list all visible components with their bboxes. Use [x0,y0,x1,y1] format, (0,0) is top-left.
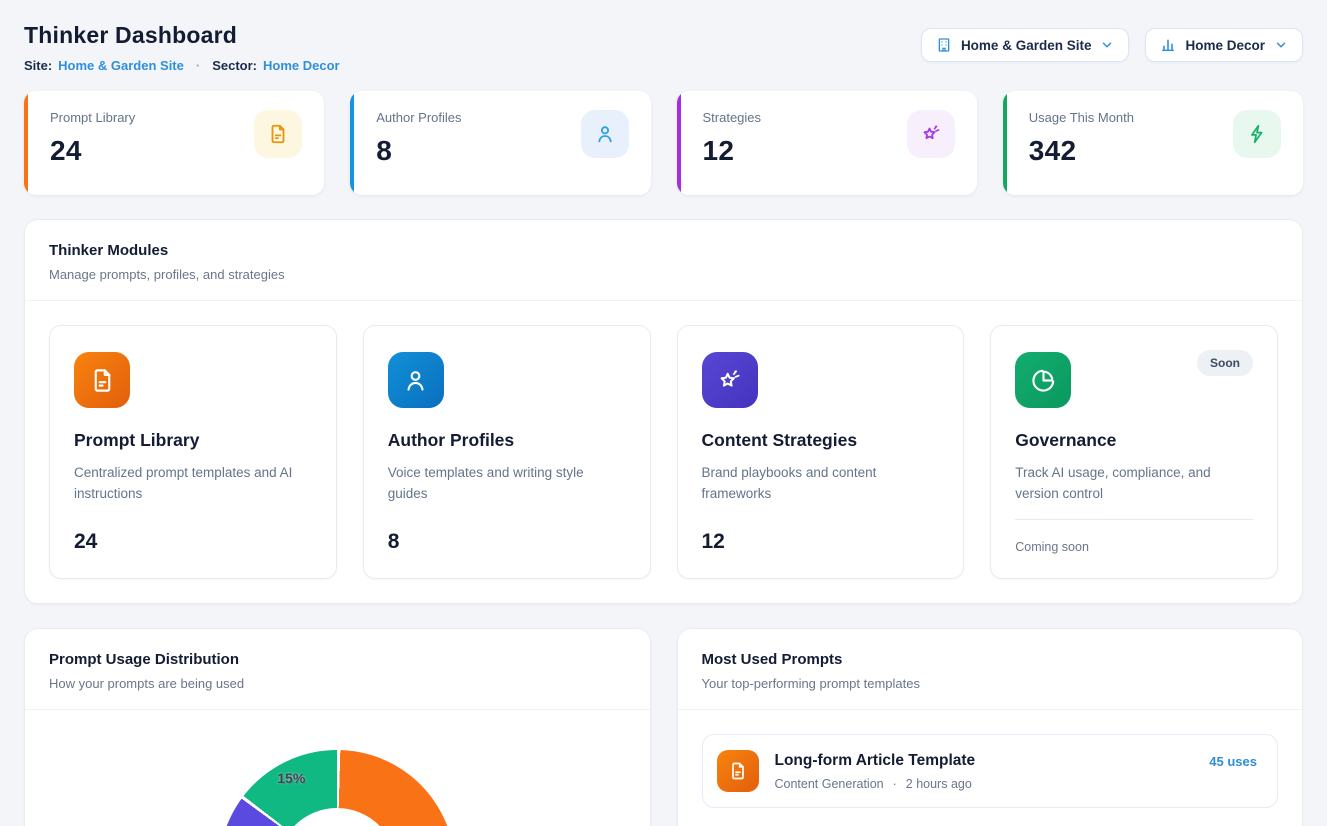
prompt-time: 2 hours ago [905,776,972,791]
modules-panel-header: Thinker Modules Manage prompts, profiles… [25,220,1302,301]
site-label: Site: [24,58,53,73]
module-card-content-strategies[interactable]: Content Strategies Brand playbooks and c… [676,325,965,579]
page-title: Thinker Dashboard [24,22,237,48]
site-selector-button[interactable]: Home & Garden Site [920,28,1130,62]
stat-label: Prompt Library [50,110,136,125]
chevron-down-icon [1100,38,1114,52]
module-title: Content Strategies [701,430,858,450]
sector-link[interactable]: Home Decor [263,58,340,73]
donut-chart: 15% [219,750,456,826]
stat-card-strategies[interactable]: Strategies 12 [676,91,977,195]
modules-grid: Prompt Library Centralized prompt templa… [25,301,1302,603]
prompt-list: Long-form Article Template Content Gener… [678,710,1303,826]
stat-value: 342 [1028,135,1077,166]
sparkle-star-icon [701,352,758,408]
module-description: Track AI usage, compliance, and version … [1015,465,1211,501]
thinker-modules-panel: Thinker Modules Manage prompts, profiles… [24,219,1303,604]
usage-panel-title: Prompt Usage Distribution [49,651,240,668]
module-count: 8 [387,530,400,553]
building-icon [936,37,952,53]
donut-segment-label: 15% [277,770,306,786]
user-icon [580,110,629,158]
usage-panel-subtitle: How your prompts are being used [49,676,245,691]
stat-card-usage[interactable]: Usage This Month 342 [1002,91,1303,195]
page-header: Thinker Dashboard Site: Home & Garden Si… [24,22,1303,73]
stat-value: 8 [376,135,393,166]
module-description: Centralized prompt templates and AI inst… [74,465,293,501]
sector-label: Sector: [212,58,258,73]
module-description: Brand playbooks and content frameworks [701,465,877,501]
sector-selector-label: Home Decor [1185,37,1265,53]
prompt-usage-panel: Prompt Usage Distribution How your promp… [24,628,651,826]
stat-label: Author Profiles [376,110,462,125]
module-count: 24 [74,530,98,553]
header-selectors: Home & Garden Site Home Decor [920,28,1303,62]
separator-dot: · [892,776,897,791]
most-used-prompts-panel: Most Used Prompts Your top-performing pr… [676,628,1303,826]
header-left: Thinker Dashboard Site: Home & Garden Si… [24,22,340,73]
bottom-row: Prompt Usage Distribution How your promp… [24,628,1303,826]
module-card-prompt-library[interactable]: Prompt Library Centralized prompt templa… [49,325,337,579]
lightning-icon [1233,110,1281,158]
usage-panel-header: Prompt Usage Distribution How your promp… [25,629,650,710]
soon-badge: Soon [1197,350,1253,376]
document-icon [254,110,303,158]
site-sector-breadcrumb: Site: Home & Garden Site · Sector: Home … [24,58,340,73]
prompt-uses-count: 45 uses [1209,754,1257,769]
stat-value: 12 [702,135,735,166]
chevron-down-icon [1274,38,1288,52]
prompt-title: Long-form Article Template [774,751,976,769]
divider [1015,519,1253,520]
stat-label: Usage This Month [1028,110,1135,125]
modules-panel-title: Thinker Modules [49,242,169,259]
user-icon [387,352,444,408]
separator-dot: · [195,58,201,73]
coming-soon-text: Coming soon [1015,540,1089,554]
sector-selector-button[interactable]: Home Decor [1145,28,1303,62]
module-description: Voice templates and writing style guides [387,465,584,501]
document-icon [74,352,130,408]
stat-label: Strategies [702,110,762,125]
stat-card-prompt-library[interactable]: Prompt Library 24 [24,91,325,195]
module-title: Governance [1015,430,1117,450]
prompt-category: Content Generation [774,776,884,791]
module-card-governance[interactable]: Soon Governance Track AI usage, complian… [990,325,1278,579]
pie-chart-icon [1015,352,1072,408]
stats-row: Prompt Library 24 Author Profiles 8 [24,91,1303,195]
prompts-panel-title: Most Used Prompts [701,651,843,668]
modules-panel-subtitle: Manage prompts, profiles, and strategies [49,267,285,282]
prompts-panel-header: Most Used Prompts Your top-performing pr… [677,629,1302,710]
module-card-author-profiles[interactable]: Author Profiles Voice templates and writ… [362,325,651,579]
site-selector-label: Home & Garden Site [960,37,1092,53]
module-title: Prompt Library [74,430,200,450]
document-icon [716,750,759,792]
site-link[interactable]: Home & Garden Site [58,58,184,73]
stat-value: 24 [50,135,82,166]
stat-card-author-profiles[interactable]: Author Profiles 8 [350,91,651,195]
prompts-panel-subtitle: Your top-performing prompt templates [701,676,920,691]
sparkle-star-icon [906,110,955,158]
module-title: Author Profiles [387,430,515,450]
bar-chart-icon [1160,37,1176,53]
module-count: 12 [701,530,725,553]
list-item-prompt[interactable]: Long-form Article Template Content Gener… [701,734,1278,808]
